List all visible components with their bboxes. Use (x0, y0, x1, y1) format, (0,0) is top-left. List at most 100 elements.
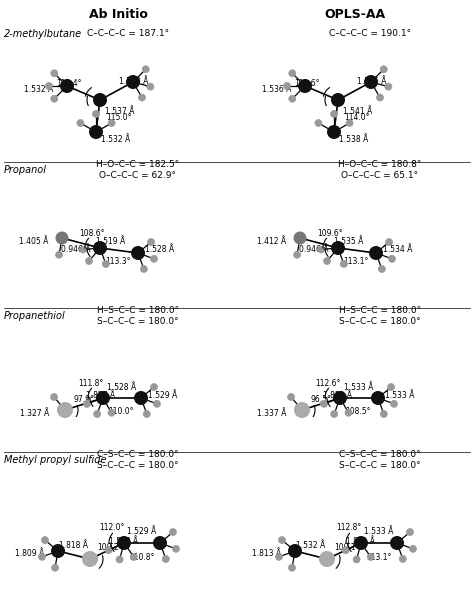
Circle shape (367, 553, 374, 560)
Circle shape (126, 75, 140, 89)
Circle shape (143, 410, 150, 417)
Circle shape (116, 556, 123, 563)
Circle shape (102, 261, 109, 267)
Text: 113.1°: 113.1° (366, 553, 392, 562)
Circle shape (288, 544, 302, 558)
Circle shape (96, 391, 110, 405)
Text: Ab Initio: Ab Initio (89, 8, 147, 20)
Circle shape (298, 79, 312, 93)
Text: C–S–C–C = 180.0°
S–C–C–C = 180.0°: C–S–C–C = 180.0° S–C–C–C = 180.0° (339, 450, 421, 469)
Circle shape (140, 266, 147, 273)
Circle shape (330, 111, 337, 117)
Text: 1.533 Å: 1.533 Å (385, 392, 414, 401)
Circle shape (390, 536, 404, 550)
Circle shape (342, 547, 349, 554)
Circle shape (324, 258, 330, 264)
Circle shape (389, 255, 395, 263)
Circle shape (89, 125, 103, 139)
Circle shape (345, 409, 352, 416)
Circle shape (105, 547, 112, 554)
Circle shape (60, 79, 74, 93)
Text: Methyl propyl sulfide: Methyl propyl sulfide (4, 455, 107, 465)
Text: 1.412 Å: 1.412 Å (257, 236, 286, 246)
Circle shape (346, 120, 353, 127)
Text: 108.6°: 108.6° (79, 230, 105, 239)
Text: 1.337 Å: 1.337 Å (256, 408, 286, 417)
Circle shape (131, 246, 145, 260)
Text: 1.538 Å: 1.538 Å (339, 136, 368, 145)
Circle shape (117, 536, 131, 550)
Text: 112.8°: 112.8° (337, 523, 362, 532)
Circle shape (153, 536, 167, 550)
Circle shape (51, 393, 57, 401)
Text: 114.0°: 114.0° (344, 114, 370, 123)
Text: 1.529 Å: 1.529 Å (128, 527, 156, 536)
Circle shape (42, 536, 48, 544)
Text: 1.812 Å: 1.812 Å (323, 390, 352, 399)
Text: C–C–C–C = 187.1°: C–C–C–C = 187.1° (87, 29, 169, 38)
Text: 110.6°: 110.6° (294, 80, 320, 89)
Circle shape (38, 553, 46, 560)
Circle shape (51, 70, 58, 77)
Circle shape (333, 391, 347, 405)
Circle shape (340, 261, 347, 267)
Circle shape (108, 409, 115, 416)
Circle shape (46, 83, 53, 90)
Circle shape (52, 565, 59, 571)
Circle shape (275, 553, 283, 560)
Circle shape (138, 94, 146, 101)
Text: 1.537 Å: 1.537 Å (105, 108, 134, 117)
Circle shape (378, 266, 385, 273)
Text: 1.529 Å: 1.529 Å (148, 392, 177, 401)
Text: H–S–C–C = 180.0°
S–C–C–C = 180.0°: H–S–C–C = 180.0° S–C–C–C = 180.0° (339, 306, 421, 326)
Text: 1.809 Å: 1.809 Å (15, 550, 44, 559)
Circle shape (93, 93, 107, 107)
Circle shape (134, 391, 148, 405)
Circle shape (331, 410, 337, 417)
Circle shape (86, 258, 92, 264)
Text: 113.3°: 113.3° (105, 258, 130, 267)
Circle shape (93, 241, 107, 255)
Circle shape (289, 95, 296, 102)
Text: 1.533 Å: 1.533 Å (365, 527, 394, 536)
Circle shape (319, 551, 335, 567)
Text: 1.405 Å: 1.405 Å (18, 236, 48, 246)
Text: 115.0°: 115.0° (106, 114, 131, 123)
Text: 100.2°: 100.2° (97, 542, 122, 551)
Circle shape (410, 545, 417, 553)
Text: 1.811 Å: 1.811 Å (346, 538, 375, 547)
Text: H–S–C–C = 180.0°
S–C–C–C = 180.0°: H–S–C–C = 180.0° S–C–C–C = 180.0° (97, 306, 179, 326)
Circle shape (288, 393, 294, 401)
Text: 1.528 Å: 1.528 Å (108, 383, 137, 392)
Text: OPLS-AA: OPLS-AA (324, 8, 385, 20)
Circle shape (108, 120, 115, 127)
Text: 111.8°: 111.8° (78, 379, 104, 388)
Circle shape (331, 93, 345, 107)
Circle shape (399, 556, 406, 563)
Circle shape (318, 246, 325, 253)
Text: 1.827 Å: 1.827 Å (86, 390, 115, 399)
Circle shape (380, 410, 387, 417)
Circle shape (55, 231, 69, 245)
Text: 1.536 Å: 1.536 Å (262, 86, 291, 94)
Text: H–O–C–C = 182.5°
O–C–C–C = 62.9°: H–O–C–C = 182.5° O–C–C–C = 62.9° (96, 160, 180, 180)
Circle shape (57, 402, 73, 418)
Circle shape (147, 239, 155, 246)
Text: 1.535 Å: 1.535 Å (334, 237, 364, 246)
Circle shape (354, 536, 368, 550)
Circle shape (320, 400, 328, 407)
Text: 113.1°: 113.1° (343, 258, 368, 267)
Circle shape (385, 239, 392, 246)
Text: 110.0°: 110.0° (108, 407, 134, 416)
Text: 96.5°: 96.5° (311, 395, 332, 404)
Circle shape (94, 410, 100, 417)
Text: Propanol: Propanol (4, 165, 47, 175)
Text: H–O–C–C = 180.8°
O–C–C–C = 65.1°: H–O–C–C = 180.8° O–C–C–C = 65.1° (338, 160, 422, 180)
Circle shape (369, 246, 383, 260)
Circle shape (142, 66, 149, 73)
Text: 0.946 Å: 0.946 Å (299, 245, 328, 254)
Circle shape (279, 536, 285, 544)
Text: 112.6°: 112.6° (315, 379, 341, 388)
Circle shape (380, 66, 387, 73)
Circle shape (82, 551, 98, 567)
